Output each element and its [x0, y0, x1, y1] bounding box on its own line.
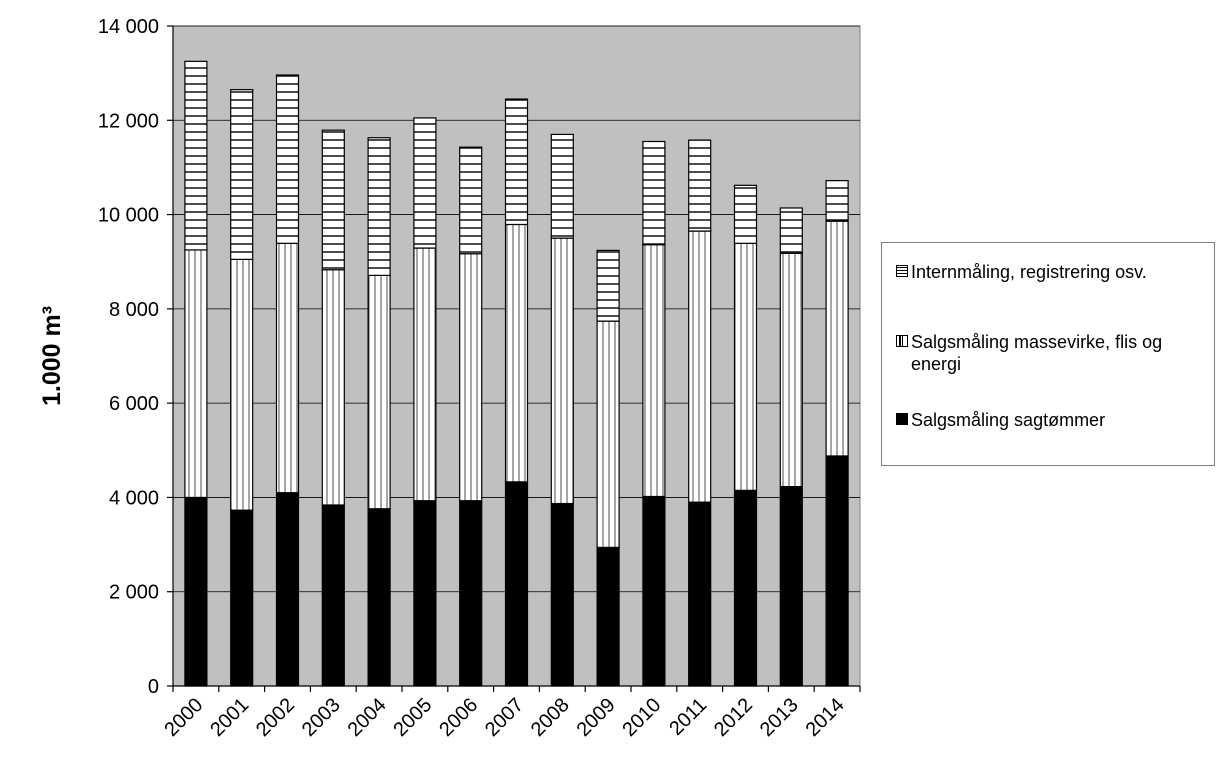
bar-segment-internmaling	[459, 146, 483, 255]
x-tick-label: 2003	[298, 694, 345, 741]
bar-segment-internmaling	[550, 133, 574, 239]
bar-segment-massevirke	[275, 242, 300, 494]
bar-segment-sagtommer	[504, 481, 529, 687]
bar-segment-internmaling	[413, 117, 437, 249]
bar-segment-massevirke	[321, 269, 345, 506]
bar-segment-massevirke	[642, 244, 666, 498]
bar-segment-internmaling	[321, 129, 345, 271]
bar-segment-sagtommer	[459, 500, 483, 687]
legend-label: Salgsmåling massevirke, flis og energi	[911, 332, 1163, 374]
x-tick-label: 2013	[756, 694, 803, 741]
bar-segment-internmaling	[779, 207, 803, 254]
bar-segment-internmaling	[642, 140, 666, 246]
y-tick-label: 0	[148, 676, 159, 698]
y-tick-label: 14 000	[98, 16, 159, 38]
legend-item-massevirke: Salgsmåling massevirke, flis og energi	[896, 331, 1201, 375]
bar-segment-sagtommer	[733, 489, 758, 687]
bar-segment-internmaling	[275, 74, 300, 244]
x-tick-label: 2000	[160, 694, 207, 741]
legend-swatch-solid	[896, 413, 908, 425]
x-tick-label: 2011	[665, 694, 711, 740]
y-axis-label: 1.000 m³	[38, 306, 66, 406]
bar-segment-sagtommer	[230, 509, 254, 687]
bar-segment-internmaling	[184, 60, 208, 251]
bar-segment-internmaling	[367, 137, 391, 276]
y-tick-label: 12 000	[98, 110, 159, 132]
x-tick-label: 2008	[527, 694, 574, 741]
bar-segment-sagtommer	[688, 501, 712, 687]
bar-segment-internmaling	[733, 184, 758, 244]
x-tick-label: 2004	[344, 694, 391, 741]
bar-segment-sagtommer	[550, 502, 574, 687]
legend-item-internmaling: Internmåling, registrering osv.	[896, 261, 1201, 283]
y-tick-label: 10 000	[98, 205, 159, 227]
legend-swatch-horizontal-lines	[896, 265, 908, 277]
legend-swatch-vertical-lines	[896, 335, 908, 347]
bar-segment-massevirke	[504, 223, 529, 483]
bar-segment-internmaling	[596, 249, 620, 322]
bar-segment-sagtommer	[596, 546, 620, 687]
bar-segment-massevirke	[825, 220, 849, 457]
bar-segment-sagtommer	[779, 485, 803, 687]
x-tick-label: 2001	[206, 694, 253, 741]
legend-label: Internmåling, registrering osv.	[911, 262, 1147, 282]
x-tick-label: 2007	[481, 694, 528, 741]
bar-segment-massevirke	[596, 320, 620, 549]
bar-segment-massevirke	[733, 242, 758, 491]
bar-segment-sagtommer	[321, 504, 345, 687]
bar-segment-sagtommer	[825, 455, 849, 687]
y-tick-label: 8 000	[109, 299, 159, 321]
x-tick-label: 2012	[710, 694, 757, 741]
x-tick-label: 2009	[573, 694, 620, 741]
chart-legend: Internmåling, registrering osv. Salgsmål…	[881, 242, 1215, 466]
bar-segment-massevirke	[779, 252, 803, 488]
bar-segment-sagtommer	[367, 508, 391, 687]
y-tick-label: 4 000	[109, 487, 159, 509]
bar-segment-internmaling	[688, 139, 712, 232]
bar-segment-sagtommer	[184, 496, 208, 687]
legend-item-sagtommer: Salgsmåling sagtømmer	[896, 409, 1201, 431]
y-tick-label: 2 000	[109, 582, 159, 604]
bar-segment-sagtommer	[642, 495, 666, 687]
bar-segment-sagtommer	[275, 492, 300, 687]
bar-segment-massevirke	[367, 274, 391, 510]
bar-segment-massevirke	[688, 230, 712, 503]
x-tick-label: 2010	[618, 694, 665, 741]
x-tick-label: 2014	[802, 694, 849, 741]
bar-segment-massevirke	[230, 258, 254, 511]
x-tick-label: 2005	[389, 694, 436, 741]
bar-segment-internmaling	[230, 89, 254, 260]
bar-segment-sagtommer	[413, 500, 437, 687]
bar-segment-internmaling	[504, 98, 529, 226]
bar-segment-massevirke	[184, 249, 208, 499]
bar-segment-massevirke	[413, 247, 437, 502]
x-tick-label: 2002	[252, 694, 299, 741]
legend-label: Salgsmåling sagtømmer	[911, 410, 1106, 430]
bar-segment-internmaling	[825, 180, 849, 222]
y-tick-label: 6 000	[109, 393, 159, 415]
bar-segment-massevirke	[550, 237, 574, 505]
x-tick-label: 2006	[435, 694, 482, 741]
bar-segment-massevirke	[459, 253, 483, 502]
